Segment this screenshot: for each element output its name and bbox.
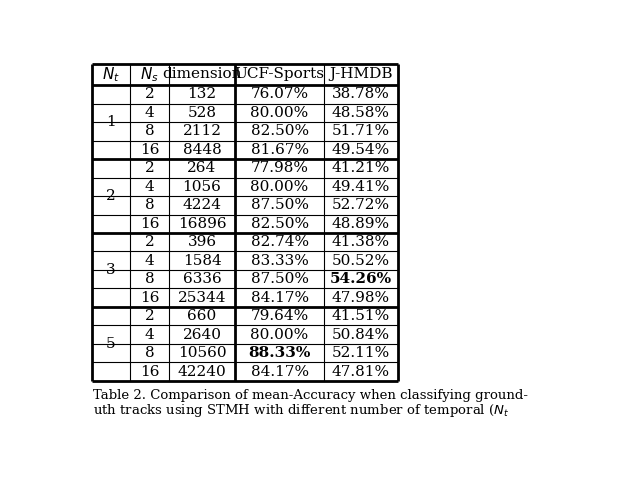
Text: 48.89%: 48.89% xyxy=(332,217,390,231)
Text: 16: 16 xyxy=(140,143,159,157)
Text: dimension: dimension xyxy=(163,67,242,81)
Text: 50.52%: 50.52% xyxy=(332,253,390,268)
Text: 660: 660 xyxy=(188,309,217,323)
Text: 1: 1 xyxy=(106,115,116,129)
Text: 80.00%: 80.00% xyxy=(250,180,308,194)
Text: 5: 5 xyxy=(106,337,116,351)
Text: 4: 4 xyxy=(145,253,155,268)
Text: $N_t$: $N_t$ xyxy=(102,65,120,84)
Text: 84.17%: 84.17% xyxy=(250,365,308,378)
Text: 83.33%: 83.33% xyxy=(251,253,308,268)
Text: 84.17%: 84.17% xyxy=(250,291,308,305)
Text: 132: 132 xyxy=(188,88,216,102)
Text: 4224: 4224 xyxy=(182,198,221,212)
Text: 52.72%: 52.72% xyxy=(332,198,390,212)
Text: 79.64%: 79.64% xyxy=(250,309,308,323)
Text: 1056: 1056 xyxy=(182,180,221,194)
Text: 16: 16 xyxy=(140,365,159,378)
Text: 48.58%: 48.58% xyxy=(332,106,390,120)
Text: 52.11%: 52.11% xyxy=(332,346,390,360)
Text: uth tracks using STMH with different number of temporal ($N_t$: uth tracks using STMH with different num… xyxy=(93,402,509,419)
Text: 80.00%: 80.00% xyxy=(250,328,308,342)
Text: 1584: 1584 xyxy=(182,253,221,268)
Text: 2: 2 xyxy=(145,161,155,175)
Text: 41.21%: 41.21% xyxy=(332,161,390,175)
Text: 80.00%: 80.00% xyxy=(250,106,308,120)
Text: 41.38%: 41.38% xyxy=(332,235,390,249)
Text: 49.54%: 49.54% xyxy=(332,143,390,157)
Text: 528: 528 xyxy=(188,106,216,120)
Text: 54.26%: 54.26% xyxy=(330,272,392,286)
Text: 76.07%: 76.07% xyxy=(250,88,308,102)
Text: 82.50%: 82.50% xyxy=(250,217,308,231)
Text: 47.98%: 47.98% xyxy=(332,291,390,305)
Text: 16: 16 xyxy=(140,217,159,231)
Text: 50.84%: 50.84% xyxy=(332,328,390,342)
Text: 8: 8 xyxy=(145,346,155,360)
Text: 10560: 10560 xyxy=(178,346,227,360)
Text: 264: 264 xyxy=(188,161,217,175)
Text: UCF-Sports: UCF-Sports xyxy=(235,67,324,81)
Text: J-HMDB: J-HMDB xyxy=(329,67,393,81)
Text: 6336: 6336 xyxy=(182,272,221,286)
Text: 41.51%: 41.51% xyxy=(332,309,390,323)
Text: 16: 16 xyxy=(140,291,159,305)
Text: 51.71%: 51.71% xyxy=(332,124,390,138)
Text: 3: 3 xyxy=(106,263,116,277)
Text: 8: 8 xyxy=(145,272,155,286)
Text: 2: 2 xyxy=(145,309,155,323)
Text: 87.50%: 87.50% xyxy=(251,272,308,286)
Text: 82.50%: 82.50% xyxy=(250,124,308,138)
Text: 87.50%: 87.50% xyxy=(251,198,308,212)
Text: 47.81%: 47.81% xyxy=(332,365,390,378)
Text: 396: 396 xyxy=(188,235,216,249)
Text: 2: 2 xyxy=(145,235,155,249)
Text: 88.33%: 88.33% xyxy=(248,346,311,360)
Text: 82.74%: 82.74% xyxy=(250,235,308,249)
Text: 42240: 42240 xyxy=(178,365,227,378)
Text: 2: 2 xyxy=(106,189,116,203)
Text: 49.41%: 49.41% xyxy=(332,180,390,194)
Text: 8: 8 xyxy=(145,198,155,212)
Text: 81.67%: 81.67% xyxy=(250,143,308,157)
Text: 77.98%: 77.98% xyxy=(251,161,308,175)
Text: 16896: 16896 xyxy=(178,217,227,231)
Text: 4: 4 xyxy=(145,328,155,342)
Text: Table 2. Comparison of mean-Accuracy when classifying ground-: Table 2. Comparison of mean-Accuracy whe… xyxy=(93,388,528,401)
Text: 2: 2 xyxy=(145,88,155,102)
Text: 8: 8 xyxy=(145,124,155,138)
Text: 4: 4 xyxy=(145,106,155,120)
Text: $N_s$: $N_s$ xyxy=(140,65,159,84)
Text: 8448: 8448 xyxy=(182,143,221,157)
Text: 25344: 25344 xyxy=(178,291,227,305)
Text: 2640: 2640 xyxy=(182,328,221,342)
Text: 38.78%: 38.78% xyxy=(332,88,390,102)
Text: 2112: 2112 xyxy=(182,124,221,138)
Text: 4: 4 xyxy=(145,180,155,194)
